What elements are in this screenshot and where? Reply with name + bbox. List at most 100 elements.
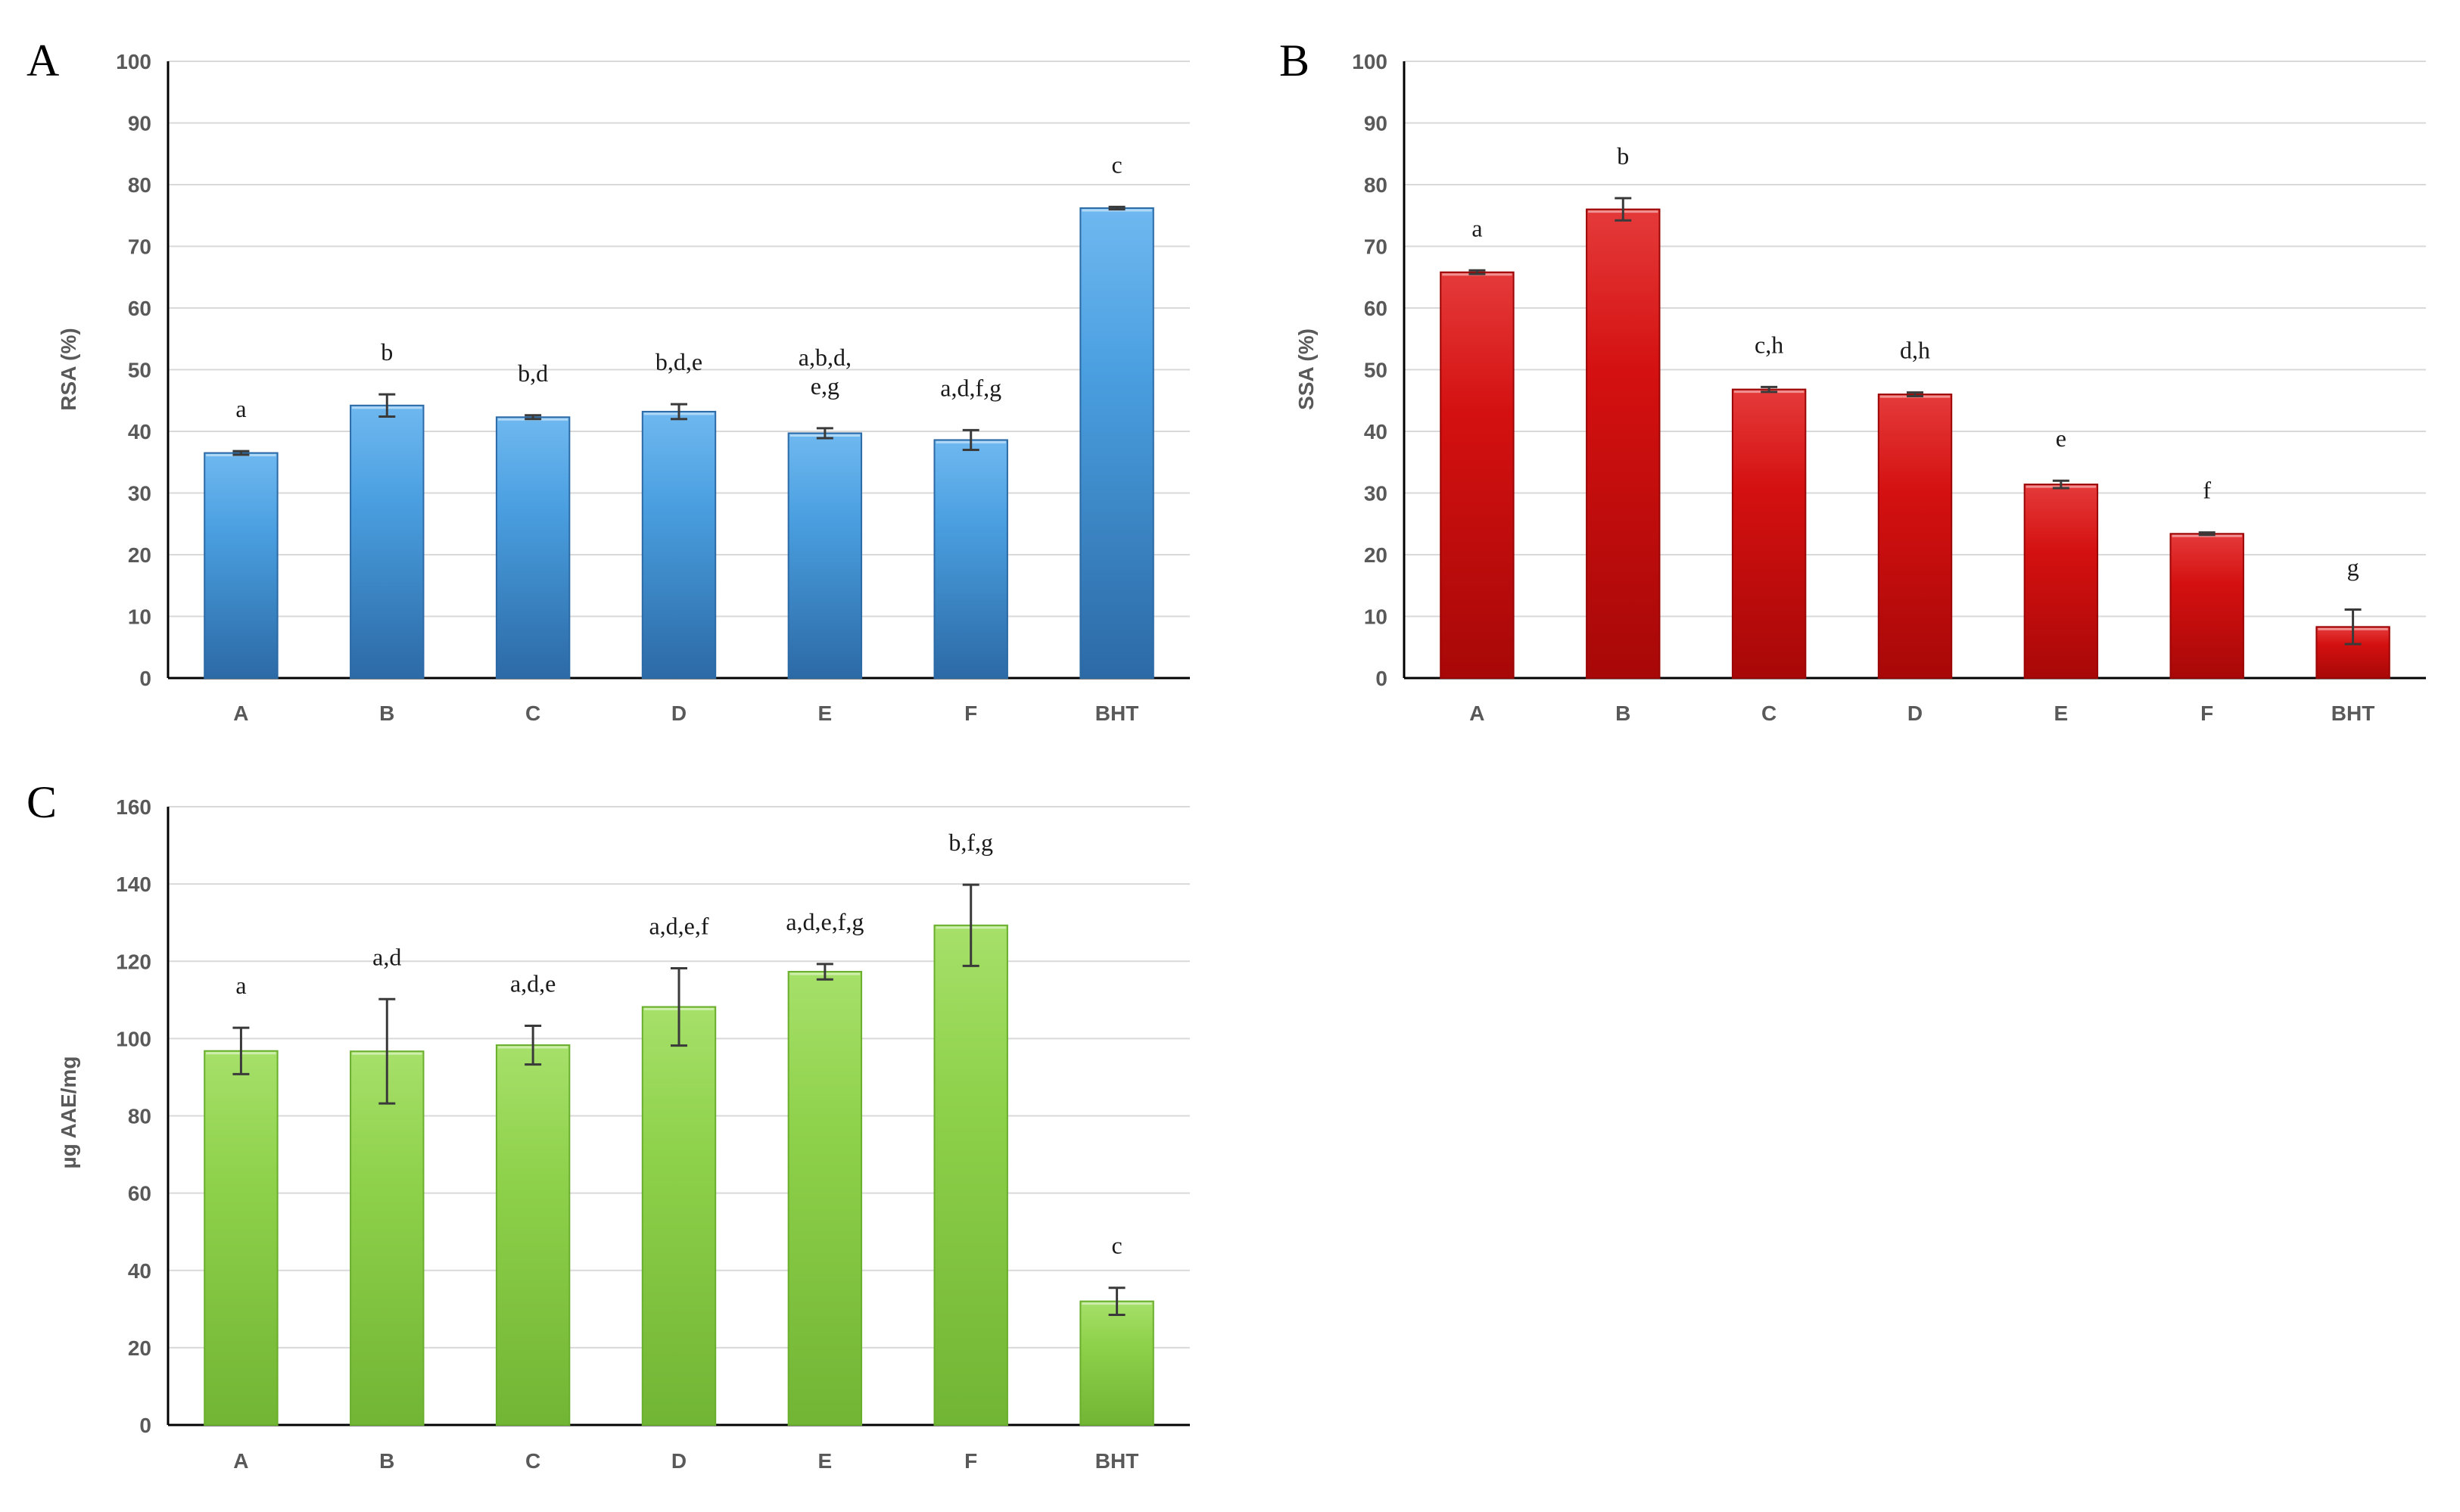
panel-a-bar-f — [933, 439, 1008, 679]
panel-c-significance-label: a,d,e — [510, 970, 556, 997]
panel-c-x-tick-label: BHT — [1095, 1449, 1139, 1473]
panel-a-y-tick-label: 20 — [128, 543, 151, 567]
panel-b-y-tick-label: 90 — [1364, 112, 1387, 135]
panel-a-significance-label: c — [1111, 151, 1122, 178]
panel-a-x-tick-label: A — [233, 702, 248, 725]
panel-c-significance-label: a,d,e,f — [649, 912, 708, 939]
panel-c-significance-label: a,d,e,f,g — [786, 908, 864, 935]
panel-b-letter: B — [1279, 36, 1309, 86]
panel-a-y-tick-label: 70 — [128, 235, 151, 259]
panel-a-bar-b — [350, 404, 425, 680]
panel-b-y-tick-label: 50 — [1364, 359, 1387, 382]
panel-b-x-tick-label: C — [1761, 702, 1776, 725]
panel-b-y-axis-title: SSA (%) — [1294, 328, 1318, 410]
panel-b-y-tick-label: 60 — [1364, 297, 1387, 320]
panel-a-significance-label: b,d,e — [655, 348, 702, 375]
panel-b-x-tick-label: E — [2054, 702, 2069, 725]
panel-a-y-axis-title: RSA (%) — [57, 328, 80, 410]
panel-c-plot: 0 20 40 60 80 100 120 140 160 Aa Ba,d Ca,d,e Da,d,e,… — [116, 795, 1190, 1473]
panel-c-letter: C — [26, 777, 57, 827]
panel-c-bar-c — [495, 1044, 571, 1426]
panel-b-x-tick-label: A — [1469, 702, 1484, 725]
panel-b-y-tick-label: 40 — [1364, 420, 1387, 443]
panel-a-y-tick-label: 30 — [128, 482, 151, 506]
panel-b-x-tick-label: BHT — [2331, 702, 2375, 725]
panel-c-x-tick-label: C — [525, 1449, 540, 1473]
panel-b-y-tick-label: 70 — [1364, 235, 1387, 259]
panel-a-letter: A — [26, 36, 59, 86]
panel-c-bar-d — [641, 1006, 717, 1426]
panel-a-y-tick-label: 40 — [128, 420, 151, 443]
panel-a-bar-e — [787, 432, 863, 679]
panel-c-bar-e — [787, 971, 863, 1426]
panel-b-y-tick-label: 20 — [1364, 543, 1387, 567]
panel-b-bar-b — [1586, 208, 1661, 680]
panel-c-x-tick-label: E — [818, 1449, 833, 1473]
panel-a-x-tick-label: E — [818, 702, 833, 725]
panel-c-bar-f — [933, 924, 1008, 1426]
panel-b-y-tick-label: 0 — [1375, 667, 1387, 690]
panel-b-significance-label: b — [1617, 142, 1629, 170]
panel-c-bar-bht — [1079, 1300, 1154, 1426]
panel-b: B SSA (%) 0 10 20 30 40 50 60 70 80 90 100 Aa Bb Cc,h… — [1279, 36, 2426, 725]
panel-b-x-tick-label: D — [1907, 702, 1923, 725]
panel-b-bar-a — [1440, 271, 1515, 680]
panel-c-significance-label: c — [1111, 1232, 1122, 1259]
panel-b-bar-c — [1731, 388, 1807, 680]
panel-c-y-tick-label: 0 — [139, 1414, 151, 1437]
panel-a-significance-label: b,d — [518, 359, 548, 387]
panel-a: A RSA (%) 0 10 20 30 40 50 60 70 80 90 100 Aa Bb Cb,d… — [26, 36, 1190, 725]
panel-c-x-tick-label: A — [233, 1449, 248, 1473]
panel-a-y-tick-label: 50 — [128, 359, 151, 382]
panel-a-y-tick-label: 0 — [139, 667, 151, 690]
panel-a-significance-label: a,d,f,g — [940, 374, 1001, 401]
panel-b-x-tick-label: B — [1615, 702, 1630, 725]
panel-b-significance-label: e — [2056, 425, 2066, 452]
panel-a-y-tick-label: 90 — [128, 112, 151, 135]
panel-c-significance-label: a,d — [372, 943, 401, 970]
panel-c-significance-label: b,f,g — [948, 829, 993, 856]
panel-c-y-tick-label: 140 — [116, 873, 151, 896]
panel-a-x-tick-label: C — [525, 702, 540, 725]
panel-a-significance-label: b — [381, 338, 393, 366]
panel-a-bar-a — [204, 452, 279, 680]
panel-c-x-tick-label: D — [671, 1449, 687, 1473]
panel-b-y-tick-label: 80 — [1364, 173, 1387, 197]
panel-c-significance-label: a — [235, 972, 246, 999]
panel-a-y-tick-label: 10 — [128, 605, 151, 629]
panel-c-bar-b — [350, 1050, 425, 1426]
panel-b-y-tick-label: 100 — [1352, 50, 1387, 73]
panel-b-bar-f — [2169, 533, 2244, 679]
panel-c-y-tick-label: 20 — [128, 1336, 151, 1360]
panel-b-significance-label: d,h — [1900, 337, 1930, 364]
panel-c-x-tick-label: B — [379, 1449, 394, 1473]
panel-b-significance-label: f — [2203, 477, 2211, 504]
panel-a-significance-label: a — [235, 395, 246, 422]
panel-c-y-tick-label: 120 — [116, 950, 151, 973]
panel-c-y-axis-title: µg AAE/mg — [57, 1056, 80, 1169]
panel-b-plot: 0 10 20 30 40 50 60 70 80 90 100 Aa Bb Cc,h Dd,h Ee Ff BH… — [1352, 50, 2426, 725]
panel-c-y-tick-label: 60 — [128, 1182, 151, 1206]
panel-a-x-tick-label: F — [964, 702, 977, 725]
panel-a-bar-bht — [1079, 207, 1154, 680]
panel-c-y-tick-label: 100 — [116, 1027, 151, 1050]
panel-b-bar-e — [2023, 484, 2099, 680]
panel-b-significance-label: c,h — [1755, 331, 1783, 358]
panel-b-significance-label: g — [2347, 554, 2359, 581]
panel-c: C µg AAE/mg 0 20 40 60 80 100 120 140 160 Aa Ba,d C… — [26, 777, 1190, 1473]
panel-c-y-tick-label: 80 — [128, 1105, 151, 1128]
panel-a-significance-label: e,g — [811, 372, 839, 400]
panel-b-bar-d — [1877, 394, 1953, 679]
panel-a-plot: 0 10 20 30 40 50 60 70 80 90 100 Aa Bb Cb,d Db,d,e Ea,b… — [116, 50, 1190, 725]
panel-b-y-tick-label: 10 — [1364, 605, 1387, 629]
panel-a-x-tick-label: B — [379, 702, 394, 725]
panel-c-y-tick-label: 40 — [128, 1259, 151, 1283]
panel-a-significance-label: a,b,d, — [799, 344, 852, 371]
panel-b-x-tick-label: F — [2200, 702, 2213, 725]
panel-c-x-tick-label: F — [964, 1449, 977, 1473]
panel-a-x-tick-label: D — [671, 702, 687, 725]
panel-a-bar-c — [495, 416, 571, 679]
panel-a-x-tick-label: BHT — [1095, 702, 1139, 725]
panel-a-bar-d — [641, 410, 717, 679]
